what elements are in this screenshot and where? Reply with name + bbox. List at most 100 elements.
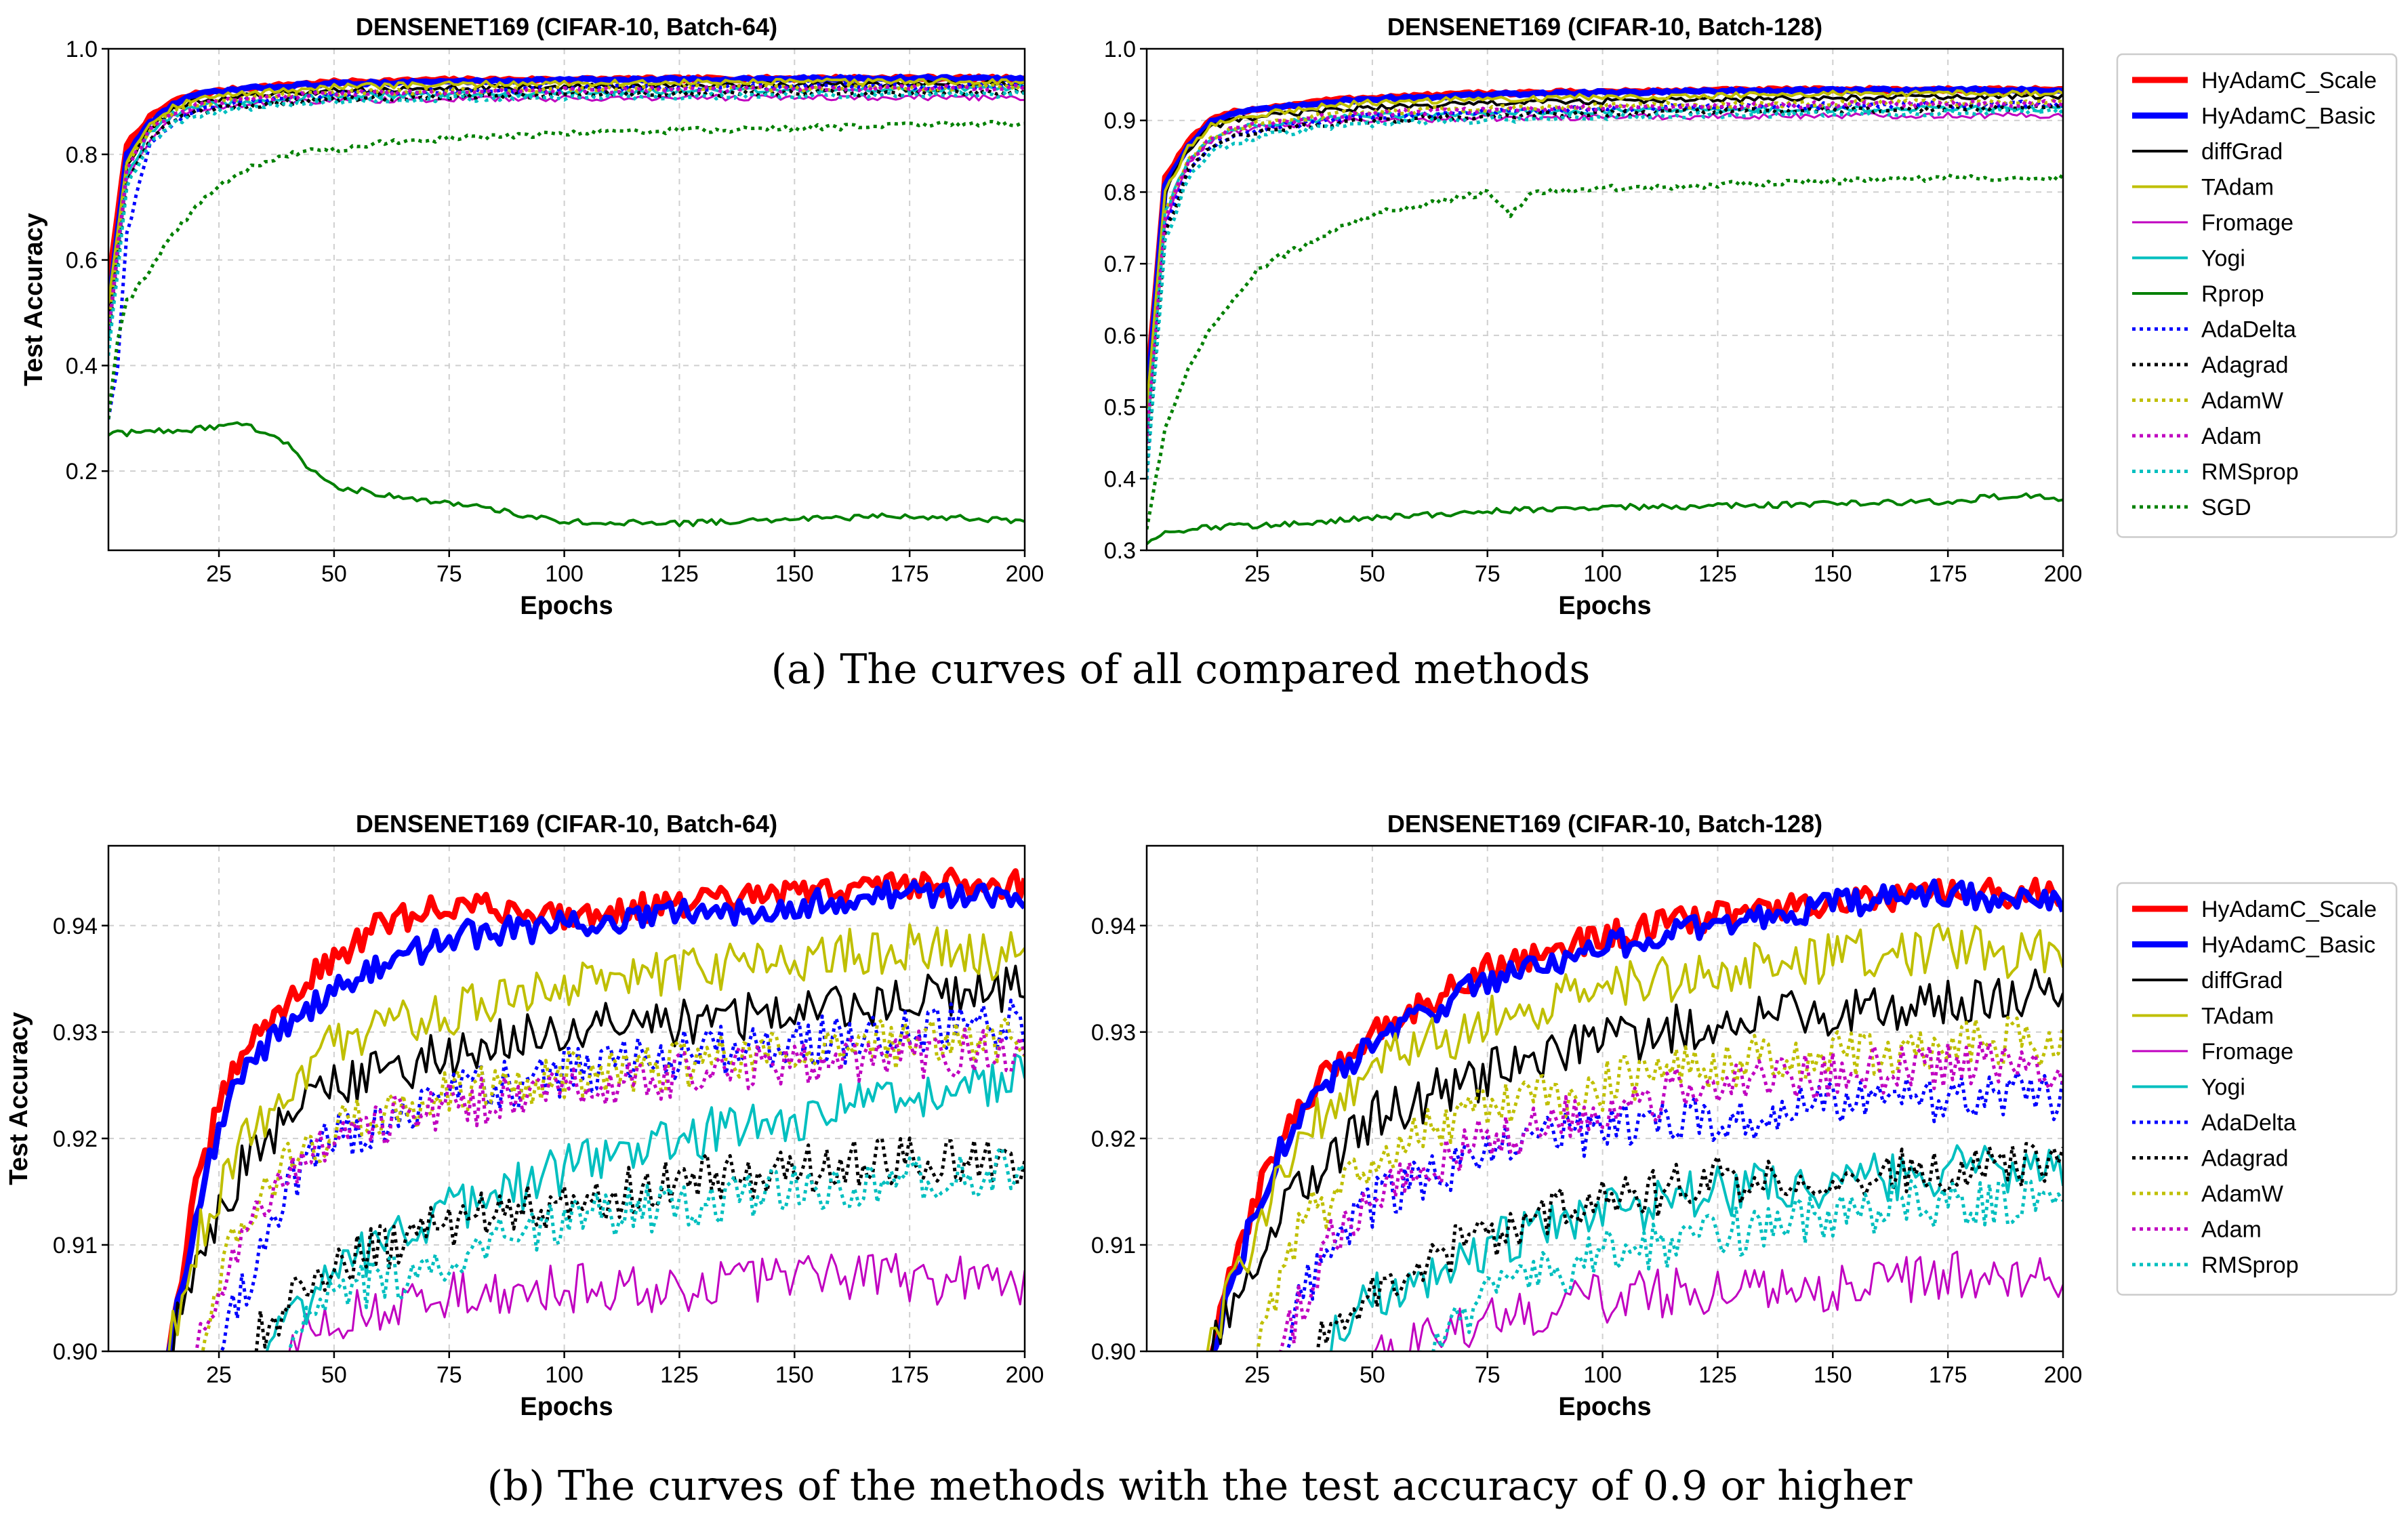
series-group: [108, 73, 1025, 527]
chart-title: DENSENET169 (CIFAR-10, Batch-64): [356, 13, 777, 41]
x-tick-label: 100: [545, 561, 584, 587]
x-tick-label: 100: [1583, 1362, 1622, 1388]
x-tick-label: 75: [436, 561, 462, 587]
series-line-adam: [1279, 1040, 2063, 1351]
x-tick-label: 25: [206, 561, 232, 587]
x-tick-label: 200: [2044, 1362, 2083, 1388]
y-tick-label: 0.92: [1091, 1126, 1136, 1152]
legend-entry: TAdam: [2201, 1004, 2274, 1029]
y-tick-label: 0.4: [66, 353, 98, 379]
caption-b: (b) The curves of the methods with the t…: [487, 1462, 1913, 1510]
x-axis-label: Epochs: [1558, 592, 1651, 620]
series-line-yogi: [265, 1053, 1025, 1351]
x-axis-label: Epochs: [520, 592, 613, 620]
y-tick-label: 0.93: [1091, 1020, 1136, 1046]
chart-panel-1: 25 50 75 100 125 150 175 200 0.2 0.4 0.6 0.8 1.0 DENS…: [20, 13, 1044, 620]
series-line-adagrad: [108, 88, 1025, 341]
y-tick-label: 0.4: [1104, 466, 1136, 492]
series-line-adamw: [201, 1017, 1025, 1351]
x-tick-label: 25: [206, 1362, 232, 1388]
series-line-diffgrad: [108, 79, 1025, 314]
series-line-hyadamc-basic: [1210, 878, 2063, 1351]
legend-entry: Rprop: [2201, 281, 2264, 307]
x-tick-label: 175: [1929, 561, 1967, 587]
legend-entry: Fromage: [2201, 210, 2293, 236]
chart-panel-3: 25 50 75 100 125 150 175 200 0.90 0.91 0.92 0.93 0.9…: [5, 810, 1044, 1421]
x-tick-label: 150: [1814, 1362, 1852, 1388]
legend-entry: Adam: [2201, 424, 2262, 449]
series-line-adagrad: [1315, 1142, 2063, 1351]
series-line-adadelta: [1147, 99, 2063, 480]
legends: HyAdamC_Scale HyAdamC_Basic diffGrad TAdam F…: [2116, 53, 2398, 1296]
series-line-tadam: [167, 923, 1025, 1351]
y-tick-label: 0.8: [66, 142, 98, 168]
series-line-tadam: [1147, 89, 2063, 409]
y-tick-label: 0.6: [66, 248, 98, 274]
y-tick-label: 0.5: [1104, 395, 1136, 421]
series-group: [165, 866, 1025, 1351]
legend-entry: Adam: [2201, 1217, 2262, 1243]
y-tick-label: 1.0: [1104, 37, 1136, 62]
series-line-adamw: [108, 82, 1025, 325]
series-line-hyadamc-scale: [1147, 85, 2063, 394]
series-line-hyadamc-basic: [108, 73, 1025, 314]
x-tick-label: 50: [321, 561, 347, 587]
legend-entry: AdamW: [2201, 1181, 2283, 1207]
x-tick-label: 50: [1360, 1362, 1385, 1388]
legend-entry: Adagrad: [2201, 352, 2289, 378]
x-axis-label: Epochs: [520, 1393, 613, 1421]
y-tick-label: 1.0: [66, 37, 98, 62]
series-line-hyadamc-scale: [1209, 876, 2063, 1351]
y-tick-label: 0.90: [1091, 1339, 1136, 1365]
series-line-rmsprop: [108, 89, 1025, 356]
x-tick-label: 50: [1360, 561, 1385, 587]
x-tick-label: 100: [1583, 561, 1622, 587]
series-line-fromage: [108, 93, 1025, 341]
series-group: [1206, 876, 2063, 1351]
legend-entry: HyAdamC_Scale: [2201, 68, 2377, 94]
x-tick-label: 25: [1244, 561, 1270, 587]
series-line-rmsprop: [287, 1146, 1025, 1351]
series-line-adamw: [1147, 98, 2063, 437]
x-tick-label: 125: [1698, 561, 1737, 587]
legend-entry: HyAdamC_Scale: [2201, 897, 2377, 922]
series-line-adam: [108, 83, 1025, 330]
chart-panel-2: 25 50 75 100 125 150 175 200 0.3 0.4 0.5 0.6 0.7 0.8 0…: [1104, 13, 2083, 620]
x-axis-label: Epochs: [1558, 1393, 1651, 1421]
series-line-hyadamc-basic: [1147, 85, 2063, 408]
y-axis-label: Test Accuracy: [5, 1012, 33, 1185]
axes-frame: [1145, 47, 2064, 552]
y-tick-label: 0.92: [53, 1126, 98, 1152]
x-tick-label: 125: [660, 1362, 699, 1388]
legend-entry: diffGrad: [2201, 139, 2283, 165]
y-tick-label: 0.90: [53, 1339, 98, 1365]
y-tick-label: 0.3: [1104, 538, 1136, 564]
x-tick-label: 200: [1006, 1362, 1044, 1388]
x-tick-label: 25: [1244, 1362, 1270, 1388]
x-tick-label: 200: [2044, 561, 2083, 587]
legend-entry: AdamW: [2201, 388, 2283, 414]
y-tick-label: 0.94: [53, 914, 98, 939]
series-line-fromage: [288, 1252, 1025, 1351]
x-tick-label: 175: [891, 1362, 929, 1388]
y-tick-label: 0.93: [53, 1020, 98, 1046]
panels: 25 50 75 100 125 150 175 200 0.2 0.4 0.6 0.8 1.0 DENS…: [5, 13, 2082, 1421]
series-line-adam: [1147, 99, 2063, 444]
x-tick-label: 125: [1698, 1362, 1737, 1388]
series-line-diffgrad: [1147, 92, 2063, 409]
x-tick-label: 125: [660, 561, 699, 587]
series-line-adagrad: [1147, 104, 2063, 466]
series-line-rmsprop: [1418, 1179, 2063, 1351]
caption-a: (a) The curves of all compared methods: [771, 646, 1591, 693]
series-line-adamw: [1256, 1016, 2063, 1351]
series-line-diffgrad: [171, 964, 1025, 1351]
y-tick-label: 0.94: [1091, 914, 1136, 939]
y-tick-label: 0.6: [1104, 323, 1136, 349]
series-line-yogi: [1147, 104, 2063, 445]
axes-frame: [107, 47, 1026, 552]
legend-entry: RMSprop: [2201, 459, 2299, 485]
y-tick-label: 0.7: [1104, 251, 1136, 277]
legend-entry: diffGrad: [2201, 968, 2283, 993]
chart-panel-4: 25 50 75 100 125 150 175 200 0.90 0.91 0.92 0.93 0.9…: [1091, 810, 2083, 1421]
